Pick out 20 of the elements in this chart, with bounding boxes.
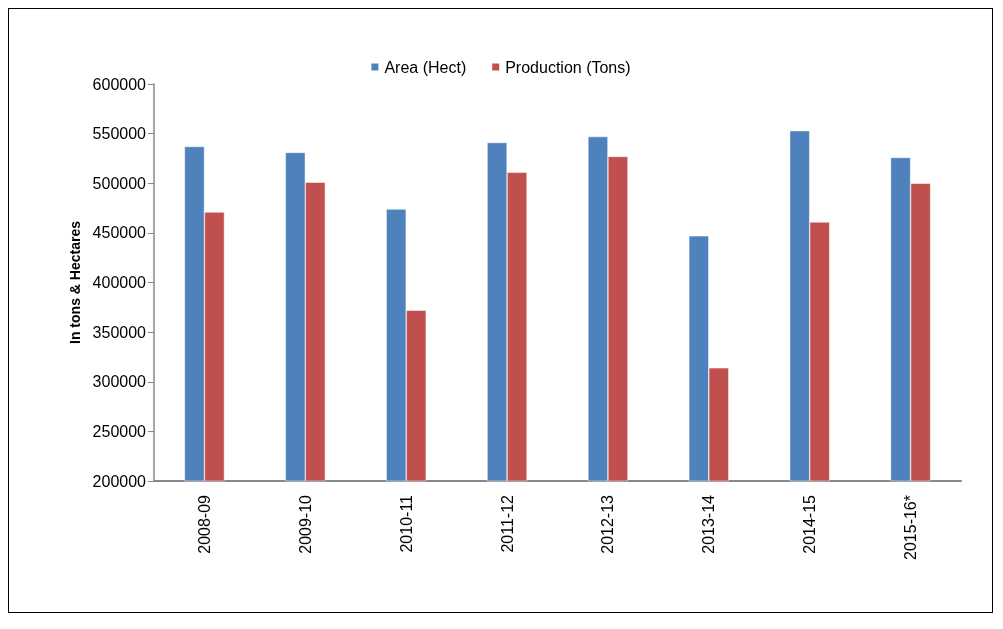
y-tick-label: 350000 bbox=[92, 323, 147, 341]
legend-label: Area (Hect) bbox=[384, 58, 467, 76]
y-tick-label: 250000 bbox=[92, 422, 147, 440]
x-tick-label: 2014-15 bbox=[801, 494, 819, 554]
x-tick-label: 2010-11 bbox=[397, 494, 415, 553]
x-tick-label: 2009-10 bbox=[296, 494, 314, 554]
x-tick-label: 2013-14 bbox=[700, 494, 718, 554]
legend-label: Production (Tons) bbox=[505, 58, 631, 76]
y-tick-label: 550000 bbox=[92, 125, 147, 143]
y-tick-label: 450000 bbox=[92, 224, 147, 242]
y-tick-label: 400000 bbox=[92, 274, 147, 291]
x-tick-label: 2008-09 bbox=[195, 494, 213, 554]
x-tick-label: 2011-12 bbox=[498, 494, 516, 553]
y-axis-title: In tons & Hectares bbox=[66, 220, 83, 344]
y-tick-label: 300000 bbox=[92, 373, 147, 391]
y-tick-label: 500000 bbox=[92, 174, 147, 192]
x-tick-label: 2015-16* bbox=[902, 495, 920, 560]
y-tick-label: 600000 bbox=[92, 75, 147, 93]
y-tick-label: 200000 bbox=[92, 472, 147, 490]
x-tick-label: 2012-13 bbox=[599, 494, 617, 554]
